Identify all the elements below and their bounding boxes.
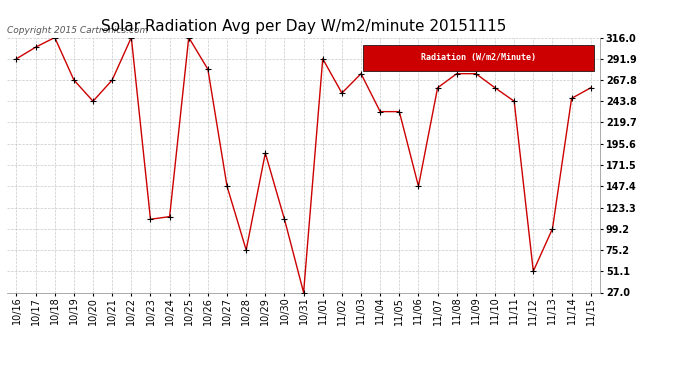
Text: Radiation (W/m2/Minute): Radiation (W/m2/Minute) [421,53,536,62]
Point [489,85,500,91]
Point [547,226,558,232]
Point [355,70,366,76]
Point [566,95,577,101]
Point [279,216,290,222]
Point [394,109,405,115]
Point [88,98,99,104]
Point [317,56,328,62]
Point [145,216,156,222]
Point [107,77,118,83]
Point [336,90,347,96]
Point [528,268,539,274]
Point [509,98,520,104]
Point [432,85,443,91]
Text: Solar Radiation Avg per Day W/m2/minute 20151115: Solar Radiation Avg per Day W/m2/minute … [101,19,506,34]
Point [298,290,309,296]
Point [202,66,213,72]
Point [126,34,137,40]
Text: Copyright 2015 Cartronics.com: Copyright 2015 Cartronics.com [7,26,148,35]
Point [164,214,175,220]
Point [585,85,596,91]
Point [221,183,233,189]
Point [30,44,41,50]
Point [375,109,386,115]
Point [260,150,271,156]
Point [68,77,79,83]
Point [184,34,195,40]
Point [241,247,252,253]
Point [451,70,462,76]
Point [413,183,424,189]
Point [49,34,60,40]
FancyBboxPatch shape [363,45,594,70]
Point [471,70,482,76]
Point [11,56,22,62]
